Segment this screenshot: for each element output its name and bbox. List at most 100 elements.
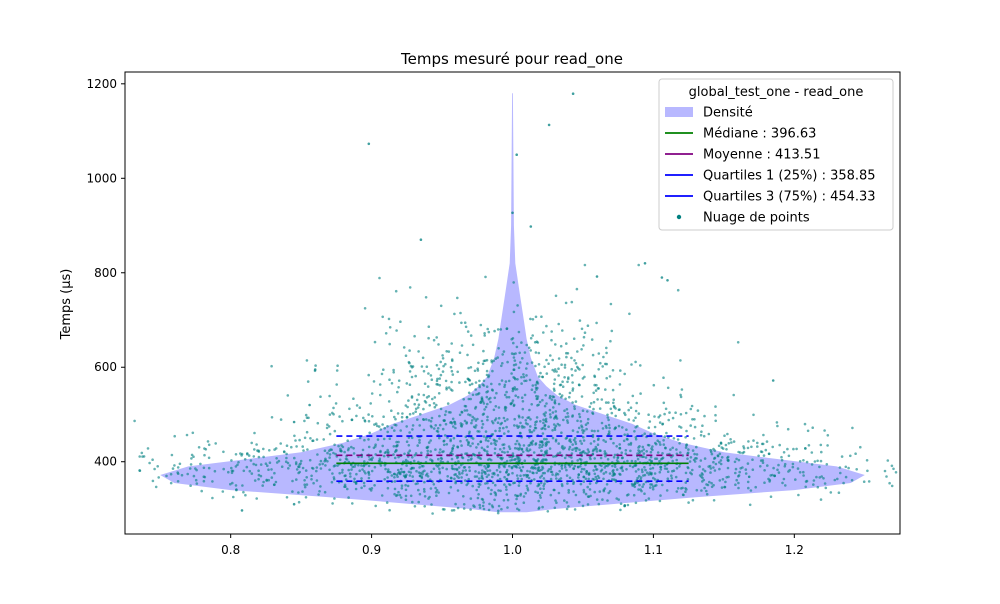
scatter-point [564,415,568,419]
scatter-point [432,338,436,342]
scatter-point [560,363,563,367]
scatter-point [435,379,439,383]
scatter-point [637,488,640,491]
scatter-point [764,448,768,452]
scatter-point [451,417,455,421]
scatter-point [522,375,526,379]
scatter-point [443,434,447,437]
scatter-point [610,411,614,415]
scatter-point [493,447,497,451]
scatter-point [333,429,337,433]
scatter-point [747,475,751,479]
scatter-point [507,395,511,399]
scatter-point [752,413,755,417]
scatter-point [302,449,305,452]
scatter-point [510,352,514,355]
scatter-point [766,464,769,467]
scatter-point [626,401,630,404]
scatter-point [355,472,358,476]
scatter-point [604,440,607,444]
scatter-point [378,383,382,386]
scatter-point [617,498,620,501]
scatter-point [487,375,490,379]
scatter-point [418,474,422,478]
scatter-point [525,343,528,347]
scatter-point [481,362,485,366]
scatter-point [488,469,492,472]
scatter-point [416,444,420,447]
scatter-point [460,411,464,414]
scatter-point [570,300,574,304]
scatter-point [422,393,426,397]
scatter-point [585,472,588,475]
scatter-point [305,359,309,362]
scatter-point [304,496,308,499]
scatter-point [380,372,384,376]
scatter-point [649,467,652,471]
scatter-point [689,456,693,459]
scatter-point [270,468,273,471]
scatter-point [620,451,623,455]
scatter-point [443,413,447,417]
scatter-point [529,349,532,352]
scatter-point [550,398,554,401]
scatter-point [526,362,529,365]
scatter-point [529,317,532,321]
scatter-point [519,474,522,478]
scatter-point [696,409,700,412]
scatter-point [475,475,479,478]
scatter-point [497,489,500,492]
scatter-point [836,477,839,481]
scatter-point [315,466,319,469]
scatter-point [474,407,477,410]
scatter-point [512,368,516,372]
scatter-point [423,490,426,493]
scatter-point [537,507,540,511]
scatter-point [612,398,615,402]
scatter-point [803,422,807,426]
scatter-point [497,504,501,508]
scatter-point [514,394,517,398]
scatter-point [284,460,288,464]
scatter-point [502,426,505,430]
scatter-point [574,362,578,365]
scatter-point [410,436,414,440]
scatter-point [291,490,294,493]
scatter-point [550,470,554,474]
scatter-point [534,383,537,387]
scatter-point [605,346,608,350]
scatter-point [479,440,483,443]
scatter-point [286,394,290,397]
scatter-point [569,440,573,444]
scatter-point [432,402,436,405]
scatter-point [536,395,540,398]
scatter-point [543,365,546,369]
scatter-point [477,361,480,365]
scatter-point [771,473,774,477]
scatter-point [558,478,561,482]
scatter-point [497,347,500,350]
scatter-point [388,378,391,382]
scatter-point [411,479,415,483]
scatter-point [469,334,473,337]
scatter-point [538,400,542,404]
scatter-point [574,442,578,446]
scatter-point [802,474,805,477]
legend-label: Densité [703,106,753,121]
scatter-point [387,450,390,454]
scatter-point [354,482,358,486]
scatter-point [590,429,594,433]
scatter-point [512,281,515,284]
scatter-point [535,471,538,475]
scatter-point [439,448,442,451]
scatter-point [543,427,547,431]
scatter-point [467,366,470,370]
scatter-point [607,401,610,404]
scatter-point [584,463,587,467]
scatter-point [598,449,602,452]
scatter-point [572,467,575,470]
scatter-point [742,450,746,454]
scatter-point [539,371,542,375]
